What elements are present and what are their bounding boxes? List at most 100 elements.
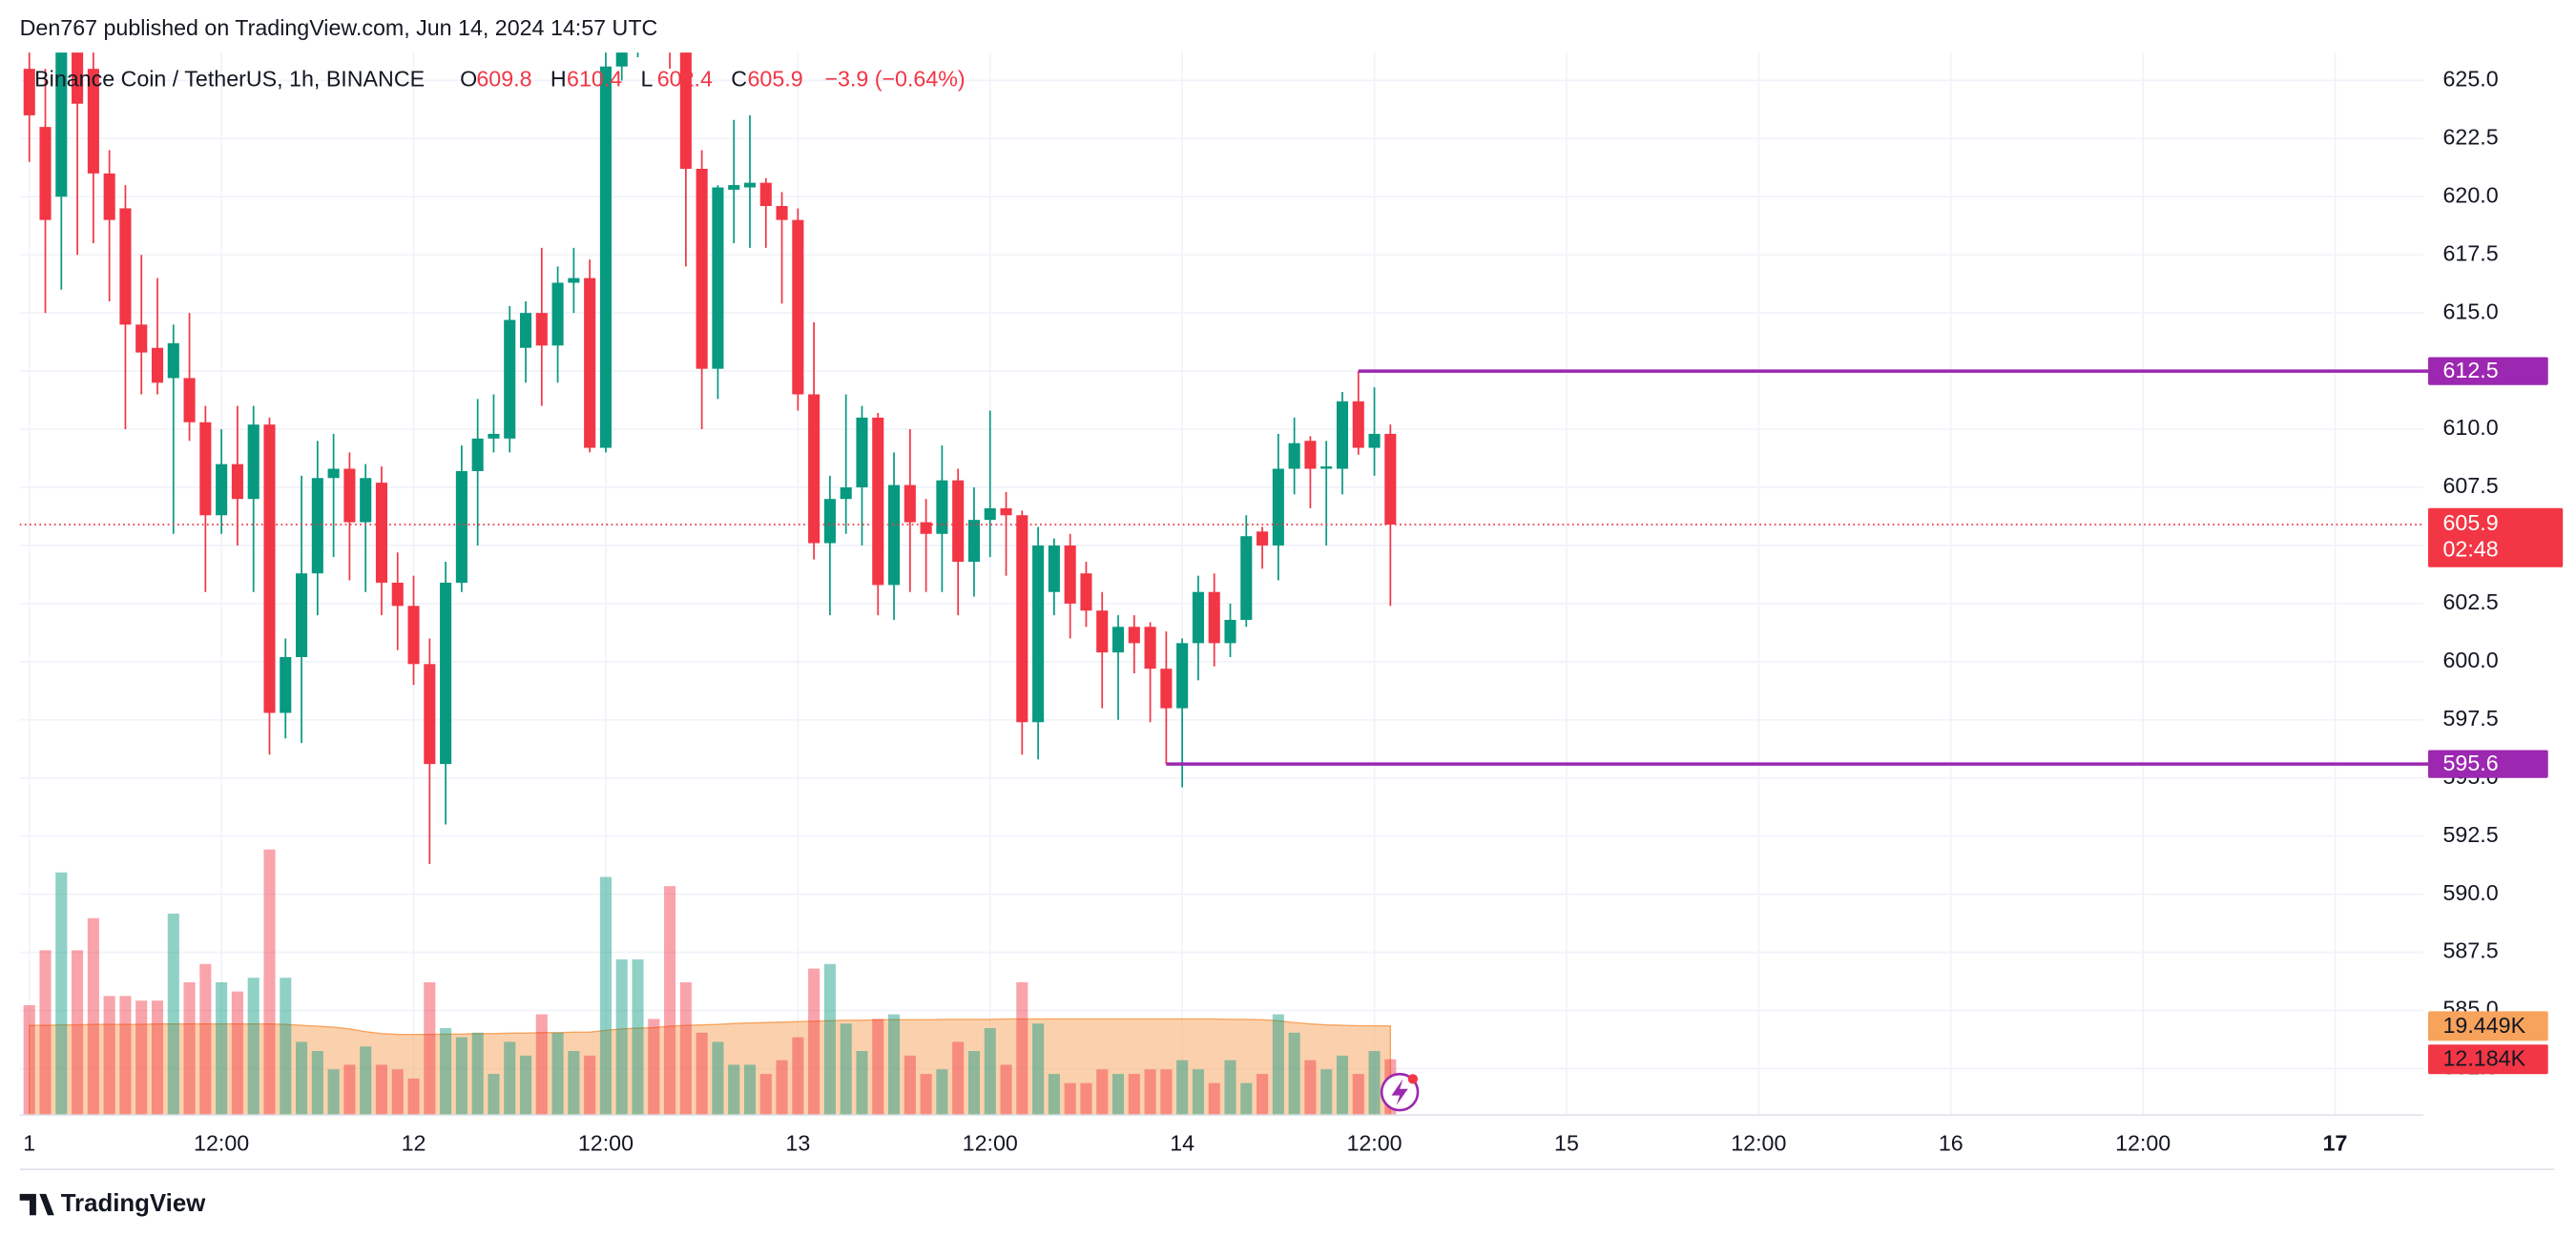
- candle-body: [1304, 441, 1317, 469]
- candle-body: [519, 313, 532, 348]
- y-tick-label: 615.0: [2443, 299, 2499, 323]
- volume-ma-area: [29, 1018, 1392, 1116]
- volume-bar: [696, 1032, 708, 1116]
- volume-bar: [1208, 1082, 1220, 1116]
- volume-bar: [984, 1028, 996, 1116]
- candle-body: [311, 478, 323, 574]
- y-tick-label: 617.5: [2443, 240, 2499, 265]
- level-label: 595.6: [2443, 751, 2499, 775]
- volume-bar: [1111, 1074, 1125, 1116]
- volume-bar: [1336, 1055, 1349, 1116]
- x-tick-label: 12:00: [963, 1130, 1018, 1155]
- volume-bar: [327, 1069, 340, 1116]
- volume-bar: [1176, 1060, 1189, 1116]
- volume-bar: [87, 917, 99, 1116]
- candle-body: [584, 278, 596, 448]
- footer: TradingView: [61, 1190, 206, 1217]
- watermark: [1380, 1072, 1420, 1112]
- x-tick-label: 12:00: [1346, 1130, 1402, 1155]
- candle-body: [728, 185, 740, 190]
- volume-bar: [664, 886, 676, 1116]
- candle-body: [216, 464, 228, 516]
- ohlc-value: 602.4: [657, 67, 713, 92]
- candle-body: [696, 169, 708, 369]
- candle-body: [1257, 531, 1269, 546]
- candle-body: [360, 478, 372, 523]
- volume-bar: [1257, 1074, 1269, 1116]
- volume-bar: [55, 872, 68, 1116]
- x-tick-label: 15: [1554, 1130, 1579, 1155]
- volume-label: 12.184K: [2443, 1046, 2526, 1071]
- volume-bar: [840, 1023, 852, 1116]
- volume-bar: [135, 1000, 148, 1116]
- candle-body: [1176, 643, 1189, 709]
- volume-bar: [455, 1037, 467, 1116]
- candle-body: [23, 69, 35, 115]
- last-price-label: 605.9: [2443, 510, 2499, 535]
- volume-bar: [759, 1074, 772, 1116]
- volume-bar: [823, 963, 836, 1116]
- volume-bar: [952, 1041, 965, 1116]
- candle-body: [1032, 545, 1045, 723]
- candle-body: [471, 438, 484, 471]
- candle-body: [808, 394, 821, 544]
- volume-bar: [231, 991, 243, 1116]
- volume-label-bg: [2428, 1011, 2548, 1041]
- change: −3.9 (−0.64%): [824, 67, 965, 92]
- volume-bar: [1224, 1060, 1236, 1116]
- candle-body: [1336, 401, 1349, 469]
- volume-bar: [743, 1064, 757, 1116]
- volume-bar: [1016, 981, 1028, 1116]
- volume-bar: [1272, 1014, 1284, 1116]
- volume-bar: [1064, 1082, 1076, 1116]
- x-tick-label: 13: [785, 1130, 810, 1155]
- volume-bar: [151, 1000, 164, 1116]
- volume-bar: [183, 981, 196, 1116]
- y-tick-label: 600.0: [2443, 648, 2499, 672]
- candle-body: [1320, 466, 1333, 469]
- y-tick-label: 587.5: [2443, 938, 2499, 963]
- candle-body: [1240, 536, 1253, 620]
- candle-body: [599, 66, 612, 448]
- volume-bar: [519, 1055, 532, 1116]
- candle-body: [55, 52, 68, 197]
- candle-body: [1064, 545, 1076, 604]
- candle-body: [167, 342, 179, 379]
- candle-body: [679, 52, 692, 170]
- candle-body: [1111, 627, 1125, 653]
- candle-body: [840, 487, 852, 500]
- candle-body: [792, 219, 804, 395]
- candle-body: [199, 422, 212, 516]
- y-tick-label: 607.5: [2443, 473, 2499, 498]
- volume-bar: [375, 1064, 388, 1116]
- volume-bar: [1080, 1082, 1092, 1116]
- volume-bar: [856, 1051, 868, 1116]
- volume-bar: [343, 1064, 356, 1116]
- candle-body: [856, 417, 868, 488]
- volume-bar: [792, 1037, 804, 1116]
- grid: [19, 52, 2423, 1116]
- volume-bar: [615, 958, 628, 1116]
- volume-bar: [440, 1028, 452, 1116]
- candle-body: [1368, 433, 1381, 448]
- volume-bar: [808, 968, 821, 1116]
- volume-bar: [712, 1041, 724, 1116]
- candle-body: [664, 10, 675, 46]
- volume-bar: [72, 950, 84, 1116]
- ohlc-key: O: [460, 67, 477, 92]
- candle-body: [327, 468, 340, 479]
- volume-bar: [920, 1074, 932, 1116]
- candle-body: [1160, 669, 1173, 709]
- y-tick-label: 610.0: [2443, 415, 2499, 440]
- volume-bar: [247, 978, 260, 1116]
- candle-body: [823, 499, 836, 544]
- volume-bar: [728, 1064, 740, 1116]
- volume-bar: [167, 913, 179, 1116]
- volume-bar: [1032, 1023, 1045, 1116]
- level-label-bg: [2428, 750, 2548, 778]
- volume-bar: [967, 1051, 980, 1116]
- candle-body: [1352, 401, 1364, 448]
- candle-body: [1288, 443, 1300, 469]
- x-tick-label: 12:00: [194, 1130, 249, 1155]
